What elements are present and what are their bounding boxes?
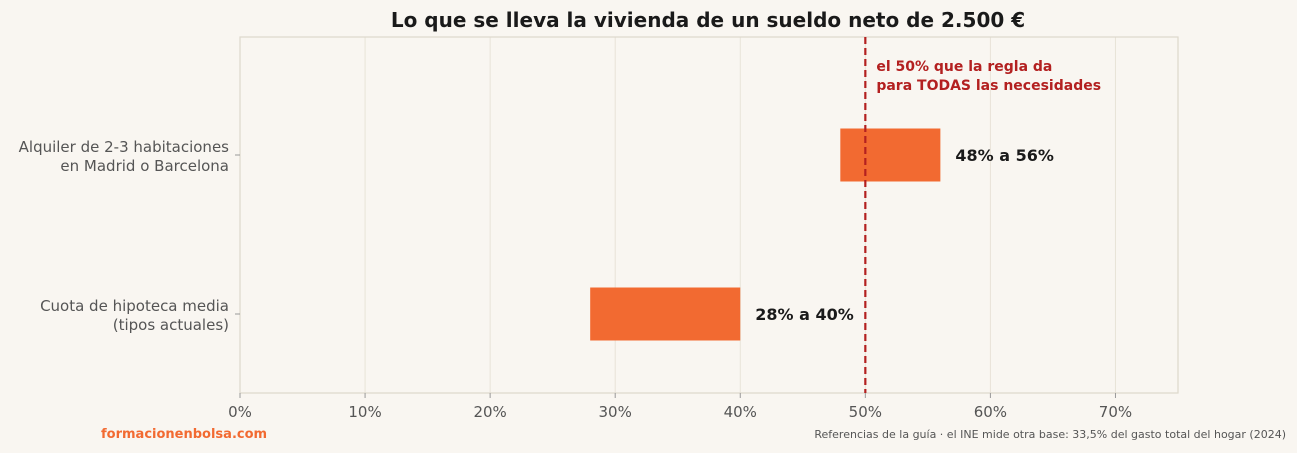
x-tick-label: 0% bbox=[228, 403, 252, 421]
footer-note: Referencias de la guía · el INE mide otr… bbox=[814, 428, 1286, 441]
x-axis-ticks: 0% 10% 20% 30% 40% 50% 60% 70% bbox=[228, 393, 1132, 421]
footer-brand: formacionenbolsa.com bbox=[101, 427, 267, 442]
range-bar bbox=[590, 287, 741, 341]
x-tick-label: 20% bbox=[473, 403, 506, 421]
bar-data-label: 48% a 56% bbox=[955, 146, 1054, 165]
chart-title: Lo que se lleva la vivienda de un sueldo… bbox=[391, 8, 1025, 32]
x-tick-label: 60% bbox=[974, 403, 1007, 421]
x-tick-label: 70% bbox=[1099, 403, 1132, 421]
category-label: Alquiler de 2-3 habitaciones en Madrid o … bbox=[19, 138, 230, 175]
reference-line-group: el 50% que la regla da para TODAS las nec… bbox=[864, 37, 1101, 393]
reference-annotation: el 50% que la regla da para TODAS las nec… bbox=[876, 59, 1101, 94]
category-label: Cuota de hipoteca media (tipos actuales) bbox=[40, 297, 229, 334]
range-bar bbox=[840, 128, 941, 182]
y-axis-categories: Alquiler de 2-3 habitaciones en Madrid o … bbox=[19, 138, 240, 334]
x-tick-label: 50% bbox=[849, 403, 882, 421]
x-tick-label: 10% bbox=[348, 403, 381, 421]
x-tick-label: 30% bbox=[599, 403, 632, 421]
plot-frame bbox=[239, 36, 1179, 394]
bar-data-label: 28% a 40% bbox=[755, 305, 854, 324]
bars: 48% a 56% 28% a 40% bbox=[590, 128, 1054, 341]
x-tick-label: 40% bbox=[724, 403, 757, 421]
